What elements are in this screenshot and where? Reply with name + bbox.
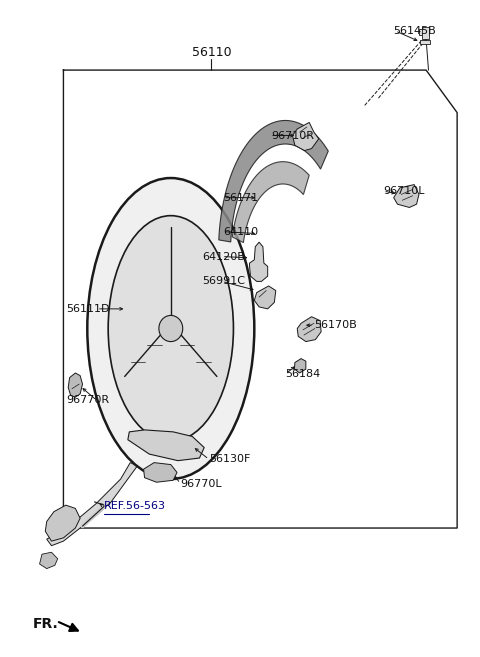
Text: 96770R: 96770R [66,396,109,405]
Text: 96710R: 96710R [271,131,314,141]
Polygon shape [297,317,321,342]
Polygon shape [47,463,137,546]
Polygon shape [68,373,83,397]
Polygon shape [292,122,319,150]
Text: 56170B: 56170B [314,320,357,330]
Text: FR.: FR. [33,617,58,631]
Polygon shape [294,359,306,373]
Polygon shape [39,553,58,568]
Polygon shape [219,120,328,242]
Polygon shape [144,463,177,482]
Polygon shape [232,162,309,242]
Bar [422,27,429,39]
Bar [419,29,430,35]
Ellipse shape [159,315,183,342]
Text: 56991C: 56991C [202,277,245,286]
Text: 56145B: 56145B [393,26,435,36]
Polygon shape [394,185,419,208]
Text: REF.56-563: REF.56-563 [104,501,166,511]
Text: 96770L: 96770L [180,478,222,489]
Text: 64120B: 64120B [202,252,245,261]
Polygon shape [250,242,268,281]
Bar [420,40,430,44]
Polygon shape [45,505,80,541]
Text: 56111D: 56111D [66,304,109,314]
Text: 56184: 56184 [285,369,321,379]
Ellipse shape [108,215,233,442]
Text: 64110: 64110 [223,227,258,237]
Text: 56130F: 56130F [209,455,251,464]
Polygon shape [254,286,276,309]
Polygon shape [128,430,204,461]
Text: 56110: 56110 [192,46,231,59]
Ellipse shape [87,178,254,479]
Text: 56171: 56171 [223,193,258,202]
Text: 96710L: 96710L [383,186,425,196]
